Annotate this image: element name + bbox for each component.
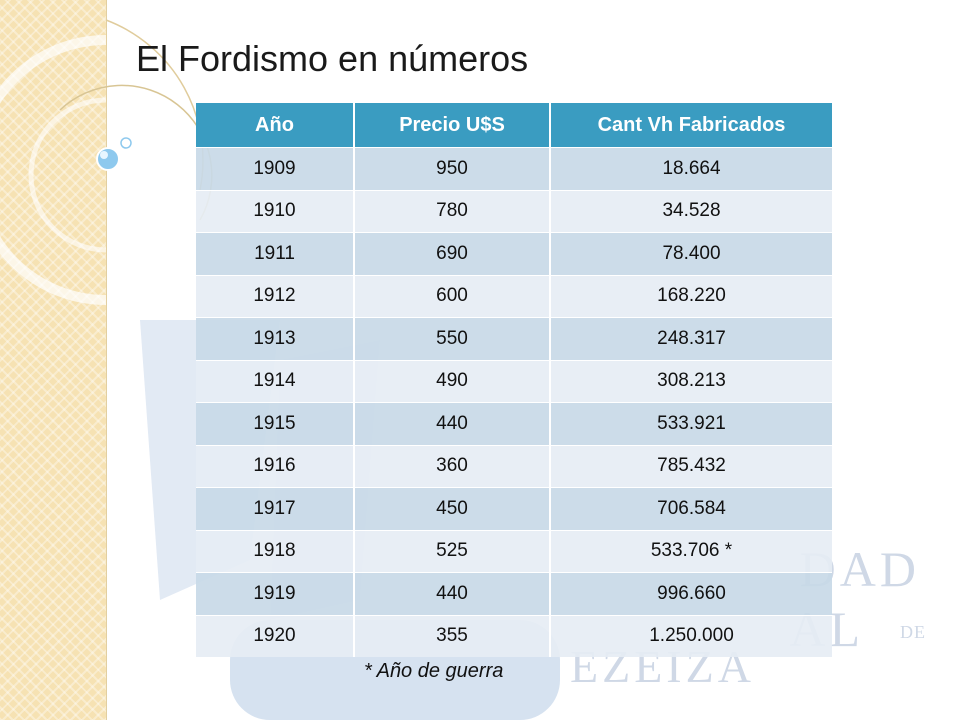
cell-vehicles: 533.706 * xyxy=(550,529,832,573)
table-row: 1920 355 1.250.000 xyxy=(196,614,832,657)
cell-vehicles: 308.213 xyxy=(550,359,832,403)
cell-vehicles: 533.921 xyxy=(550,402,832,445)
table-row: 1915 440 533.921 xyxy=(196,402,832,445)
watermark-text-small: DE xyxy=(900,622,926,642)
cell-price: 780 xyxy=(354,189,551,233)
cell-year: 1915 xyxy=(196,402,355,445)
cell-price: 450 xyxy=(354,487,551,530)
cell-price: 950 xyxy=(354,147,551,190)
cell-vehicles: 996.660 xyxy=(550,572,832,615)
table-row: 1913 550 248.317 xyxy=(196,317,832,360)
header-price: Precio U$S xyxy=(354,103,551,148)
cell-year: 1916 xyxy=(196,444,355,488)
cell-vehicles: 785.432 xyxy=(550,444,832,488)
cell-vehicles: 34.528 xyxy=(550,189,832,233)
cell-year: 1913 xyxy=(196,317,355,360)
cell-year: 1918 xyxy=(196,529,355,573)
cell-year: 1911 xyxy=(196,232,355,275)
footnote: * Año de guerra xyxy=(364,660,504,682)
cell-price: 440 xyxy=(354,402,551,445)
cell-price: 525 xyxy=(354,529,551,573)
cell-price: 360 xyxy=(354,444,551,488)
table-row: 1914 490 308.213 xyxy=(196,359,832,403)
cell-vehicles: 706.584 xyxy=(550,487,832,530)
cell-year: 1910 xyxy=(196,189,355,233)
cell-price: 550 xyxy=(354,317,551,360)
cell-vehicles: 1.250.000 xyxy=(550,614,832,657)
header-year: Año xyxy=(196,103,355,148)
cell-vehicles: 18.664 xyxy=(550,147,832,190)
page-title: El Fordismo en números xyxy=(136,38,529,79)
header-vehicles: Cant Vh Fabricados xyxy=(550,103,832,148)
cell-year: 1917 xyxy=(196,487,355,530)
cell-price: 490 xyxy=(354,359,551,403)
cell-vehicles: 168.220 xyxy=(550,274,832,318)
table-row: 1912 600 168.220 xyxy=(196,274,832,318)
cell-year: 1909 xyxy=(196,147,355,190)
table-row: 1911 690 78.400 xyxy=(196,232,832,275)
table-row: 1909 950 18.664 xyxy=(196,147,832,190)
table-row: 1918 525 533.706 * xyxy=(196,529,832,573)
table-row: 1919 440 996.660 xyxy=(196,572,832,615)
cell-year: 1920 xyxy=(196,614,355,657)
cell-vehicles: 248.317 xyxy=(550,317,832,360)
cell-price: 690 xyxy=(354,232,551,275)
data-table: Año Precio U$S Cant Vh Fabricados 1909 9… xyxy=(196,103,832,657)
cell-year: 1919 xyxy=(196,572,355,615)
cell-price: 440 xyxy=(354,572,551,615)
table-row: 1916 360 785.432 xyxy=(196,444,832,488)
cell-price: 355 xyxy=(354,614,551,657)
cell-price: 600 xyxy=(354,274,551,318)
cell-year: 1912 xyxy=(196,274,355,318)
table-header-row: Año Precio U$S Cant Vh Fabricados xyxy=(196,103,832,148)
table-row: 1910 780 34.528 xyxy=(196,189,832,233)
table-row: 1917 450 706.584 xyxy=(196,487,832,530)
cell-vehicles: 78.400 xyxy=(550,232,832,275)
cell-year: 1914 xyxy=(196,359,355,403)
